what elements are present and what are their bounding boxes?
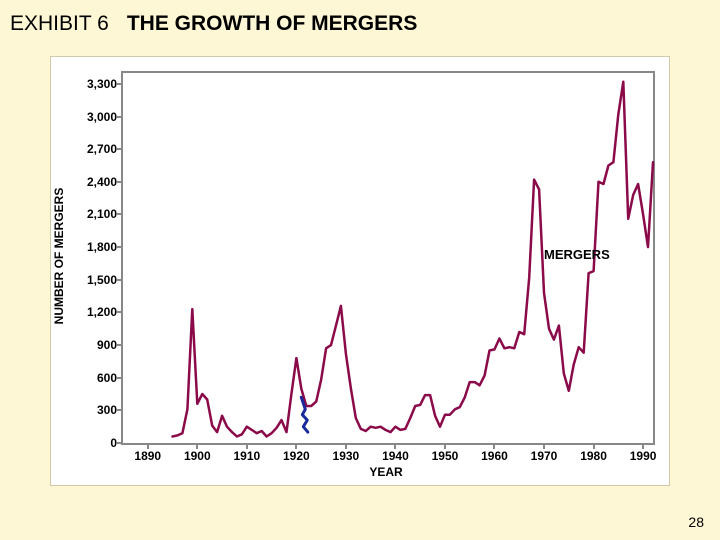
chart-card: MERGERS 03006009001,2001,5001,8002,1002,…	[50, 56, 670, 486]
x-tick-mark	[345, 443, 347, 449]
y-tick-mark	[117, 344, 123, 346]
x-tick-mark	[444, 443, 446, 449]
y-tick-mark	[117, 246, 123, 248]
y-tick-mark	[117, 279, 123, 281]
x-tick-mark	[196, 443, 198, 449]
x-tick-mark	[246, 443, 248, 449]
exhibit-label: EXHIBIT 6	[10, 12, 109, 36]
slide: EXHIBIT 6 THE GROWTH OF MERGERS MERGERS …	[0, 0, 720, 540]
x-tick-mark	[295, 443, 297, 449]
plot-area: MERGERS 03006009001,2001,5001,8002,1002,…	[121, 71, 655, 445]
page-number: 28	[688, 514, 704, 530]
y-tick-mark	[117, 83, 123, 85]
title-row: EXHIBIT 6 THE GROWTH OF MERGERS	[10, 12, 710, 36]
x-tick-mark	[642, 443, 644, 449]
y-tick-mark	[117, 311, 123, 313]
y-tick-mark	[117, 442, 123, 444]
y-tick-mark	[117, 148, 123, 150]
y-tick-mark	[117, 409, 123, 411]
y-tick-mark	[117, 181, 123, 183]
slide-title: THE GROWTH OF MERGERS	[127, 12, 418, 36]
x-tick-mark	[493, 443, 495, 449]
x-tick-mark	[147, 443, 149, 449]
y-tick-mark	[117, 213, 123, 215]
x-tick-mark	[394, 443, 396, 449]
x-tick-mark	[543, 443, 545, 449]
y-tick-mark	[117, 116, 123, 118]
series-label: MERGERS	[544, 247, 610, 262]
y-axis-label: NUMBER OF MERGERS	[52, 188, 66, 325]
annotation-squiggle	[301, 397, 308, 432]
x-axis-label: YEAR	[369, 465, 402, 479]
y-tick-mark	[117, 377, 123, 379]
x-tick-mark	[593, 443, 595, 449]
